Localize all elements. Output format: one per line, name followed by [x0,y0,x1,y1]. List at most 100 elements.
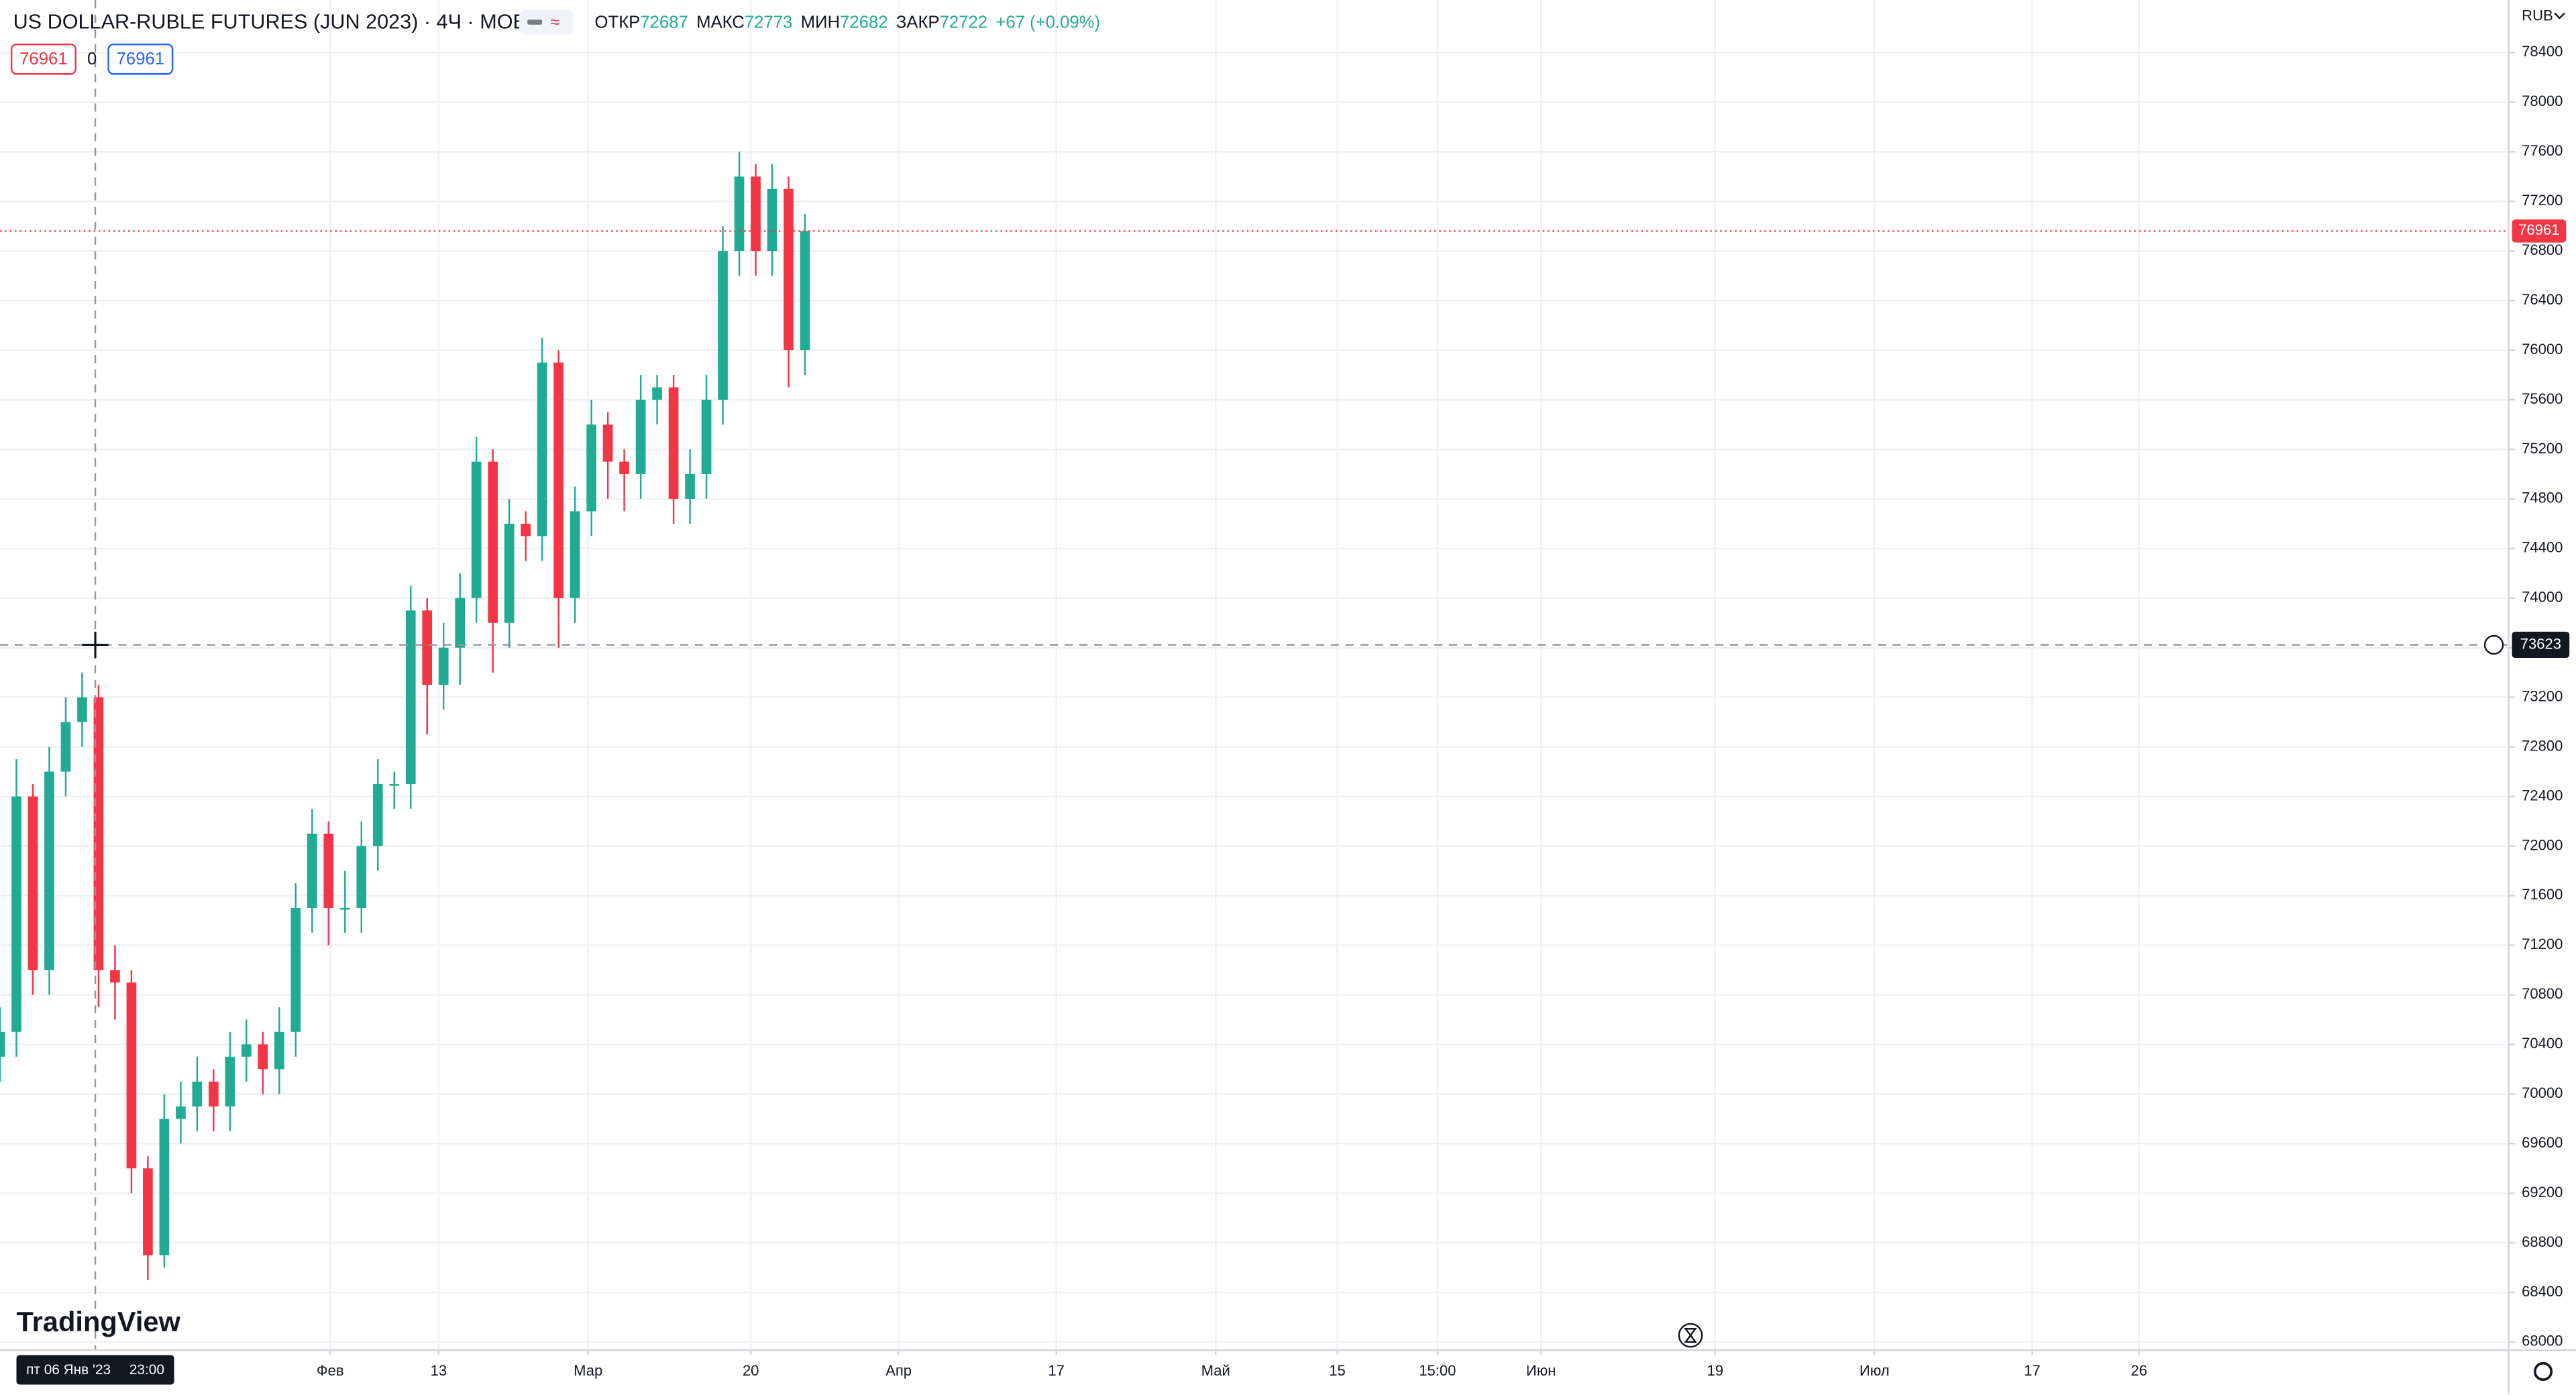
sell-button[interactable] [10,43,76,75]
y-tick-label: 70400 [2522,1035,2563,1052]
y-tick-label: 76000 [2522,341,2563,357]
candle-body [44,771,54,970]
candle-body [619,461,629,474]
brand-logo: TradingView [16,1306,180,1337]
candle-body [93,697,104,970]
candle-body [159,1119,170,1256]
legend-value: 72773 [745,13,792,32]
currency-caret [2554,12,2565,19]
x-tick-label: 17 [1048,1362,1065,1379]
y-tick-label: 72000 [2522,836,2563,853]
candle-body [586,424,596,512]
crosshair-cursor [82,631,109,659]
y-tick-label: 72800 [2522,737,2563,754]
y-tick-label: 75200 [2522,440,2563,457]
candle-body [570,511,580,598]
settings-icon[interactable] [2533,1361,2553,1382]
y-tick-label: 68000 [2522,1333,2563,1349]
y-tick-label: 74800 [2522,490,2563,506]
candle-body [701,400,712,474]
candle-body [323,833,334,908]
x-tick-label: 17 [2024,1362,2041,1379]
candles [0,152,810,1280]
candle-body [126,982,137,1169]
x-tick-label: Мар [574,1362,602,1379]
y-tick-label: 74400 [2522,539,2563,556]
x-tick-label: Июн [1526,1362,1556,1379]
candle-body [290,907,301,1032]
buy-button[interactable] [107,43,174,75]
y-tick-label: 76800 [2522,241,2563,258]
y-tick-label: 78400 [2522,43,2563,60]
x-tick-label: 26 [2131,1362,2147,1379]
y-tick-label: 76400 [2522,291,2563,308]
candle-body [471,461,482,598]
spread: 0 [87,50,97,68]
legend-change: +67 (+0.09%) [996,13,1100,32]
candle-body [110,970,120,983]
y-tick-label: 69600 [2522,1134,2563,1151]
candle-body [455,598,466,648]
legend-label: МАКС [696,13,745,32]
legend-label: ОТКР [595,13,641,32]
y-tick-label: 70800 [2522,985,2563,1002]
legend-value: 72687 [640,13,688,32]
add-alert-icon[interactable] [2483,634,2504,655]
crosshair-date-label: пт 06 Янв '23 [26,1362,111,1378]
candle-body [28,796,38,970]
candle-body [389,784,400,786]
y-tick-label: 77200 [2522,192,2563,209]
candle-body [751,176,761,252]
candle-body [652,387,662,400]
mode-toggle[interactable] [519,9,574,35]
candle-body [77,697,87,722]
y-tick-label: 74000 [2522,589,2563,606]
x-tick-label: 15 [1329,1362,1346,1379]
legend-label: МИН [801,13,840,32]
candle-body [685,473,695,499]
mode-icon-wave: ≈ [550,13,559,32]
candle-body [176,1106,186,1119]
x-tick-label: Май [1201,1362,1230,1379]
legend-label: ЗАКР [896,13,940,32]
candle-body [488,461,498,623]
candle-body [784,188,794,351]
y-tick-label: 68400 [2522,1283,2563,1300]
hourglass [1684,1328,1697,1343]
candle-body [718,251,728,400]
candle-body [209,1081,219,1107]
candle-body [372,784,383,846]
candle-body [274,1031,284,1070]
candle-body [356,846,367,908]
candle-body [192,1081,203,1107]
x-tick-label: 19 [1707,1362,1723,1379]
x-tick-label: Фев [317,1362,344,1379]
candle-body [241,1044,252,1057]
candle-body [767,188,777,252]
mode-icon [527,19,543,25]
candle-body [537,362,547,537]
candle-body [307,833,317,908]
buy-price: 76961 [117,50,164,68]
x-tick-label: 15:00 [1419,1362,1456,1379]
x-tick-label: Апр [885,1362,912,1379]
currency[interactable]: RUB [2522,7,2553,23]
y-tick-label: 75600 [2522,390,2563,407]
x-tick-label: 13 [431,1362,447,1379]
last-price-label: 76961 [2518,221,2559,238]
legend-value: 72682 [840,13,888,32]
ohlc-legend: ОТКР72687 МАКС72773 МИН72682 ЗАКР72722 +67 (… [595,13,1101,32]
candle-body [225,1056,235,1107]
chart-title: US DOLLAR-RUBLE FUTURES (JUN 2023) · 4Ч … [13,10,541,33]
x-tick-label: Июл [1860,1362,1890,1379]
candle-body [258,1044,268,1070]
candle-body [405,610,416,785]
crosshair-price-tag [2512,631,2570,659]
candle-body [422,610,433,685]
crosshair-time-tag [16,1355,174,1385]
y-tick-label: 68800 [2522,1233,2563,1250]
candle-body [635,400,646,474]
candle-body [504,523,515,623]
